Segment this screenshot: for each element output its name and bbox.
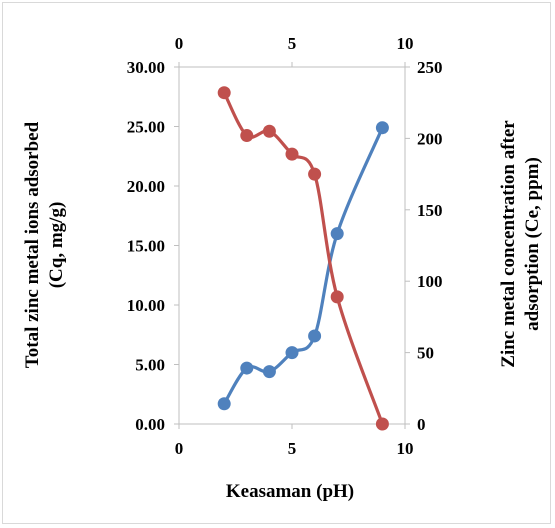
series-layer — [217, 86, 389, 431]
x-axis-title: Keasaman (pH) — [226, 481, 354, 502]
data-point — [285, 346, 299, 360]
data-point — [308, 167, 322, 181]
tick-marks — [174, 62, 410, 429]
left-tick-label: 10.00 — [127, 296, 165, 315]
right-tick-label: 100 — [417, 272, 443, 291]
data-point — [240, 361, 254, 375]
right-tick-label: 150 — [417, 201, 443, 220]
bottom-tick-label: 5 — [288, 439, 297, 458]
left-tick-label: 0.00 — [135, 415, 165, 434]
data-point — [285, 147, 299, 161]
left-tick-label: 15.00 — [127, 237, 165, 256]
right-axis-title-line-1: Zinc metal concentration after — [498, 120, 519, 368]
data-point — [217, 86, 231, 100]
right-tick-label: 200 — [417, 129, 443, 148]
tick-labels: 0.005.0010.0015.0020.0025.0030.000501001… — [127, 34, 443, 458]
left-tick-label: 25.00 — [127, 118, 165, 137]
right-tick-label: 250 — [417, 58, 443, 77]
right-tick-label: 50 — [417, 344, 434, 363]
chart-frame — [2, 2, 551, 524]
bottom-tick-label: 10 — [397, 439, 414, 458]
data-point — [375, 121, 389, 135]
data-point — [240, 129, 254, 143]
data-point — [308, 329, 322, 343]
top-tick-label: 0 — [175, 34, 184, 53]
data-point — [330, 290, 344, 304]
data-point — [217, 397, 231, 411]
top-tick-label: 5 — [288, 34, 297, 53]
right-tick-label: 0 — [417, 415, 426, 434]
right-axis-title-line-2: adsorption (Ce, ppm) — [522, 157, 543, 331]
left-tick-label: 20.00 — [127, 177, 165, 196]
left-tick-label: 5.00 — [135, 356, 165, 375]
data-point — [262, 124, 276, 138]
data-point — [375, 417, 389, 431]
left-tick-label: 30.00 — [127, 58, 165, 77]
series-right-axis — [217, 86, 389, 431]
data-point — [262, 365, 276, 379]
series-left-axis — [217, 121, 389, 411]
axes — [178, 66, 406, 425]
left-axis-title-line-1: Total zinc metal ions adsorbed — [22, 121, 43, 368]
data-point — [330, 227, 344, 241]
top-tick-label: 10 — [397, 34, 414, 53]
bottom-tick-label: 0 — [175, 439, 184, 458]
left-axis-title-line-2: (Cq, mg/g) — [46, 202, 67, 289]
